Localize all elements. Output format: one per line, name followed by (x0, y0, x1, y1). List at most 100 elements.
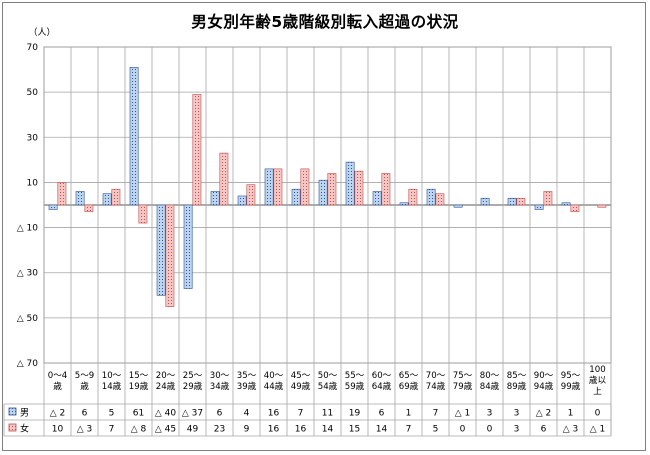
y-tick-label: △ 10 (17, 224, 39, 234)
data-label: 5 (109, 409, 115, 419)
data-label: 7 (109, 425, 115, 435)
data-label: △ 2 (536, 409, 552, 419)
female-bar (300, 168, 310, 206)
male-bar (426, 188, 436, 206)
male-bar (129, 67, 139, 206)
data-label: 7 (298, 409, 304, 419)
data-label: 6 (379, 409, 385, 419)
data-label: 0 (595, 409, 601, 419)
x-tick-label: 70～ 74歳 (426, 371, 446, 392)
male-bar (183, 204, 193, 289)
data-label: 61 (133, 409, 144, 419)
female-bar (327, 173, 337, 206)
male-bar (372, 191, 382, 206)
data-label: 7 (433, 409, 439, 419)
female-bar (354, 170, 364, 206)
data-label: 23 (214, 425, 225, 435)
data-label: 49 (187, 425, 199, 435)
x-tick-label: 80～ 84歳 (480, 371, 500, 392)
female-bar (165, 204, 175, 307)
x-tick-label: 95～ 99歳 (561, 371, 581, 392)
male-bar (318, 179, 328, 206)
y-tick-label: 50 (27, 88, 39, 98)
male-bar (561, 202, 571, 206)
data-label: 5 (433, 425, 439, 435)
x-tick-label: 60～ 64歳 (372, 371, 392, 392)
female-bar (570, 204, 580, 213)
male-bar (237, 195, 247, 206)
legend-label: 女 (20, 423, 29, 435)
female-bar (111, 188, 121, 206)
data-label: △ 45 (155, 425, 176, 435)
y-tick-label: △ 50 (17, 314, 39, 324)
x-tick-label: 20～ 24歳 (156, 371, 176, 392)
x-tick-label: 10～ 14歳 (102, 371, 122, 392)
female-bar (246, 184, 256, 206)
x-tick-label: 30～ 34歳 (210, 371, 230, 392)
male-bar (48, 204, 58, 210)
legend-label: 男 (20, 408, 29, 419)
female-bar (219, 152, 229, 206)
female-bar (138, 204, 148, 224)
data-label: △ 8 (131, 425, 147, 435)
data-label: 14 (376, 425, 388, 435)
female-bar (597, 204, 607, 208)
x-tick-label: 100 歳以上 (589, 365, 607, 397)
data-label: △ 3 (77, 425, 93, 435)
data-label: 3 (514, 409, 520, 419)
data-label: △ 1 (455, 409, 471, 419)
data-label: 4 (244, 409, 250, 419)
male-bar (345, 161, 355, 206)
data-label: △ 1 (590, 425, 606, 435)
chart-title: 男女別年齢5歳階級別転入超過の状況 (191, 13, 459, 31)
data-label: 19 (349, 409, 361, 419)
female-bar (273, 168, 283, 206)
female-bar (543, 191, 553, 206)
data-label: 10 (52, 425, 64, 435)
data-label: △ 37 (182, 409, 203, 419)
data-label: △ 40 (155, 409, 177, 419)
y-tick-label: 10 (27, 178, 39, 188)
male-bar (210, 191, 220, 206)
data-label: 0 (460, 425, 466, 435)
data-label: 16 (268, 409, 280, 419)
male-bar (102, 193, 112, 206)
data-label: 0 (487, 425, 493, 435)
x-tick-label: 50～ 54歳 (318, 371, 338, 392)
female-legend-swatch (8, 423, 17, 432)
data-label: 7 (406, 425, 412, 435)
x-tick-label: 45～ 49歳 (291, 371, 311, 392)
data-label: 6 (541, 425, 547, 435)
x-tick-label: 90～ 94歳 (534, 371, 554, 392)
x-tick-label: 15～ 19歳 (129, 371, 149, 392)
data-label: 1 (568, 409, 574, 419)
female-bar (381, 173, 391, 206)
male-bar (453, 204, 463, 208)
x-tick-label: 35～ 39歳 (237, 371, 257, 392)
female-bar (84, 204, 94, 213)
female-bar (516, 197, 526, 206)
data-label: 3 (487, 409, 493, 419)
female-bar (408, 188, 418, 206)
data-label: 6 (82, 409, 88, 419)
data-label: 14 (322, 425, 334, 435)
male-bar (156, 204, 166, 296)
x-tick-label: 85～ 89歳 (507, 371, 527, 392)
data-label: 15 (349, 425, 360, 435)
male-bar (480, 197, 490, 206)
male-bar (507, 197, 517, 206)
data-label: 16 (268, 425, 280, 435)
female-bar (435, 193, 445, 206)
male-bar (264, 168, 274, 206)
data-label: 6 (217, 409, 223, 419)
data-label: 11 (322, 409, 333, 419)
x-tick-label: 40～ 44歳 (264, 371, 284, 392)
x-tick-label: 25～ 29歳 (183, 371, 203, 392)
x-tick-label: 65～ 69歳 (399, 371, 419, 392)
female-bar (192, 94, 202, 206)
male-bar (534, 204, 544, 210)
x-tick-label: 0～4 歳 (48, 371, 68, 392)
data-label: 1 (406, 409, 412, 419)
data-label: △ 2 (50, 409, 66, 419)
